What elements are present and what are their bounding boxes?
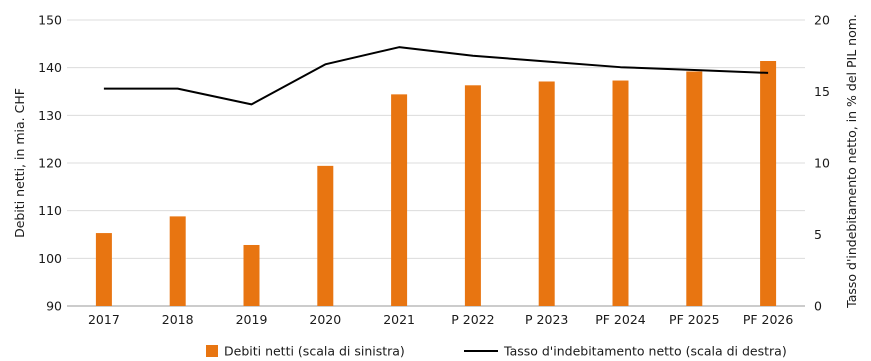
right-tick-label: 0	[814, 299, 822, 314]
x-tick-label: 2017	[88, 312, 120, 327]
x-tick-label: PF 2025	[669, 312, 720, 327]
legend-swatch-bar	[206, 345, 218, 357]
x-tick-label: 2021	[383, 312, 415, 327]
right-axis-title: Tasso d'indebitamento netto, in % del PI…	[844, 14, 859, 309]
left-axis-title: Debiti netti, in mia. CHF	[12, 88, 27, 238]
bar-series	[95, 60, 777, 307]
series-line	[103, 46, 769, 106]
gridlines	[67, 19, 805, 307]
x-tick-label: 2019	[236, 312, 268, 327]
x-tick-label: P 2023	[525, 312, 568, 327]
bar	[612, 80, 629, 306]
bar	[95, 233, 112, 306]
x-tick-label: 2020	[309, 312, 341, 327]
x-tick-label: P 2022	[451, 312, 494, 327]
x-tick-label: PF 2026	[743, 312, 794, 327]
x-axis-ticks: 2017 2018 2019 2020 2021 P 2022 P 2023 PF 2024 P…	[88, 312, 793, 327]
left-tick-label: 100	[38, 251, 62, 266]
right-tick-label: 20	[814, 13, 830, 28]
bar	[464, 85, 481, 306]
bar	[538, 81, 555, 307]
right-tick-label: 15	[814, 84, 830, 99]
left-tick-label: 150	[38, 13, 62, 28]
legend-label-bar: Debiti netti (scala di sinistra)	[224, 344, 405, 359]
bar	[243, 244, 260, 306]
bar	[317, 165, 334, 306]
line-series	[103, 46, 769, 106]
left-axis-ticks: 90 100 110 120 130 140 150	[38, 13, 62, 314]
left-tick-label: 120	[38, 156, 62, 171]
legend: Debiti netti (scala di sinistra) Tasso d…	[206, 344, 787, 359]
bar	[760, 60, 777, 306]
right-tick-label: 5	[814, 227, 822, 242]
bar	[391, 94, 408, 306]
bar	[169, 216, 186, 306]
left-tick-label: 90	[46, 299, 62, 314]
left-tick-label: 110	[38, 203, 62, 218]
x-tick-label: 2018	[162, 312, 194, 327]
right-axis-ticks: 0 5 10 15 20	[814, 13, 830, 314]
right-tick-label: 10	[814, 156, 830, 171]
x-tick-label: PF 2024	[595, 312, 646, 327]
bar	[686, 71, 703, 306]
left-tick-label: 140	[38, 60, 62, 75]
left-tick-label: 130	[38, 108, 62, 123]
legend-label-line: Tasso d'indebitamento netto (scala di de…	[503, 344, 787, 359]
